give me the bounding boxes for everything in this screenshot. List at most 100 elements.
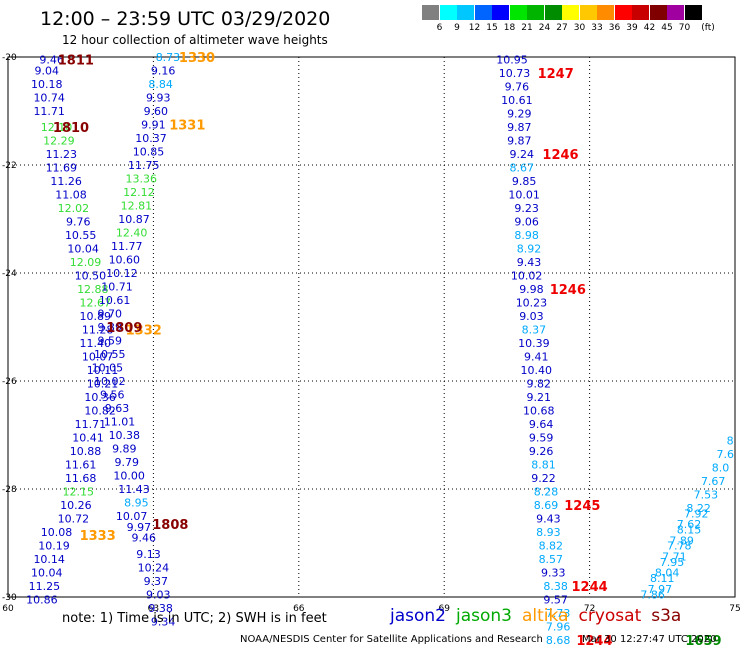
wave-height-point: 10.36 (84, 391, 116, 404)
wave-height-point: 8.22 (686, 502, 711, 515)
color-swatch (439, 5, 457, 20)
wave-height-point: 9.97 (127, 521, 152, 534)
x-tick-label: 66 (293, 604, 305, 614)
wave-height-point: 12.67 (79, 297, 111, 310)
wave-height-point: 9.06 (514, 216, 539, 229)
wave-height-point: 7.95 (660, 556, 685, 569)
pass-time-label: 1246 (550, 283, 586, 298)
wave-height-point: 12.88 (77, 283, 109, 296)
wave-height-point: 11.23 (46, 148, 78, 161)
wave-height-point: 9.26 (529, 445, 554, 458)
wave-height-point: 8.81 (531, 459, 556, 472)
wave-height-point: 12.15 (63, 486, 95, 499)
wave-height-point: 10.07 (82, 351, 114, 364)
wave-height-point: 9.76 (505, 81, 530, 94)
wave-height-point: 9.43 (517, 256, 542, 269)
wave-height-point: 9.89 (112, 443, 137, 456)
wave-height-point: 10.02 (511, 270, 543, 283)
color-scale-tick: 27 (556, 23, 568, 33)
legend-entry-s3a: s3a (651, 606, 682, 626)
legend-entry-jason2: jason2 (390, 606, 446, 626)
color-swatch (684, 5, 702, 20)
wave-height-point: 7.67 (701, 475, 726, 488)
wave-height-point: 7.71 (662, 551, 687, 564)
wave-height-point: 9.38 (148, 602, 173, 615)
pass-time-label: 1330 (179, 51, 215, 66)
wave-height-point: 9.46 (39, 54, 64, 67)
wave-height-point: 10.23 (516, 297, 548, 310)
wave-height-point: 10.82 (84, 405, 116, 418)
wave-height-point: 9.21 (526, 391, 551, 404)
wave-height-point: 9.23 (514, 202, 539, 215)
wave-height-point: 8.37 (522, 324, 547, 337)
pass-time-label: 1332 (126, 324, 162, 339)
wave-height-point: 10.88 (70, 445, 102, 458)
wave-height-point: 10.38 (109, 429, 141, 442)
color-scale-tick: 70 (678, 23, 691, 33)
color-swatch (422, 5, 439, 20)
wave-height-point: 9.13 (136, 548, 161, 561)
wave-height-point: 10.08 (41, 526, 73, 539)
wave-height-point: 7.6 (717, 448, 735, 461)
wave-height-point: 8.11 (650, 572, 675, 585)
pass-time-label: 1246 (542, 148, 578, 163)
wave-height-point: 12.81 (121, 200, 153, 213)
color-scale-tick: 45 (661, 23, 673, 33)
wave-height-point: 8.84 (148, 78, 173, 91)
wave-height-point: 10.18 (31, 78, 63, 91)
wave-height-point: 10.61 (501, 94, 533, 107)
pass-time-label: 1245 (564, 499, 600, 514)
wave-height-point: 9.79 (114, 456, 139, 469)
y-tick-label: -20 (2, 53, 17, 63)
color-scale-tick: 24 (538, 23, 551, 33)
wave-height-point: 9.64 (529, 418, 554, 431)
wave-height-point: 8.15 (677, 524, 702, 537)
wave-height-point: 10.21 (87, 378, 119, 391)
wave-height-point: 10.00 (113, 470, 145, 483)
wave-height-point: 10.19 (38, 540, 70, 553)
wave-height-point: 10.85 (133, 146, 165, 159)
color-scale-tick: 30 (573, 23, 586, 33)
wave-height-point: 8.82 (539, 540, 564, 553)
wave-height-point: 9.76 (66, 216, 91, 229)
wave-height-point: 11.08 (55, 189, 87, 202)
wave-height-point: 8.73 (156, 51, 181, 64)
wave-height-point: 10.60 (109, 254, 141, 267)
wave-height-point: 8.04 (655, 567, 680, 580)
wave-height-point: 11.61 (65, 459, 97, 472)
wave-height-point: 9.82 (526, 378, 551, 391)
wave-height-point: 13.36 (126, 173, 158, 186)
wave-height-point: 12.40 (116, 227, 148, 240)
wave-height-point: 10.74 (33, 92, 65, 105)
wave-height-point: 10.86 (26, 594, 58, 607)
pass-time-label: 1331 (169, 119, 205, 134)
x-tick-label: 69 (438, 604, 450, 614)
wave-height-point: 9.33 (541, 567, 566, 580)
pass-time-label: 1659 (685, 634, 721, 649)
wave-height-point: 9.57 (543, 594, 568, 607)
wave-height-point: 8.28 (534, 486, 559, 499)
footer-timestamp: Mar 30 12:27:47 UTC 2020 (582, 634, 717, 645)
color-swatch (632, 5, 649, 20)
wave-height-point: 10.72 (58, 513, 90, 526)
color-swatch (509, 5, 527, 20)
color-scale-tick: 6 (436, 23, 443, 33)
wave-height-point: 9.22 (531, 472, 556, 485)
pass-time-label: 1810 (53, 121, 89, 136)
wave-height-point: 9.93 (146, 92, 171, 105)
wave-height-point: 12.09 (70, 256, 102, 269)
y-tick-label: -30 (2, 593, 17, 603)
wave-height-point: 10.73 (499, 67, 531, 80)
wave-height-point: 11.68 (65, 472, 97, 485)
wave-height-point: 10.11 (87, 364, 119, 377)
y-tick-label: -24 (2, 269, 17, 279)
wave-height-point: 9.70 (98, 308, 123, 321)
wave-height-point: 10.89 (79, 310, 111, 323)
wave-height-point: 10.04 (67, 243, 99, 256)
wave-height-point: 10.04 (31, 567, 63, 580)
wave-height-point: 7.73 (546, 607, 571, 620)
wave-height-point: 12.02 (58, 202, 90, 215)
wave-height-point: 11.75 (128, 159, 160, 172)
wave-height-point: 9.41 (524, 351, 549, 364)
wave-height-point: 9.87 (507, 121, 532, 134)
